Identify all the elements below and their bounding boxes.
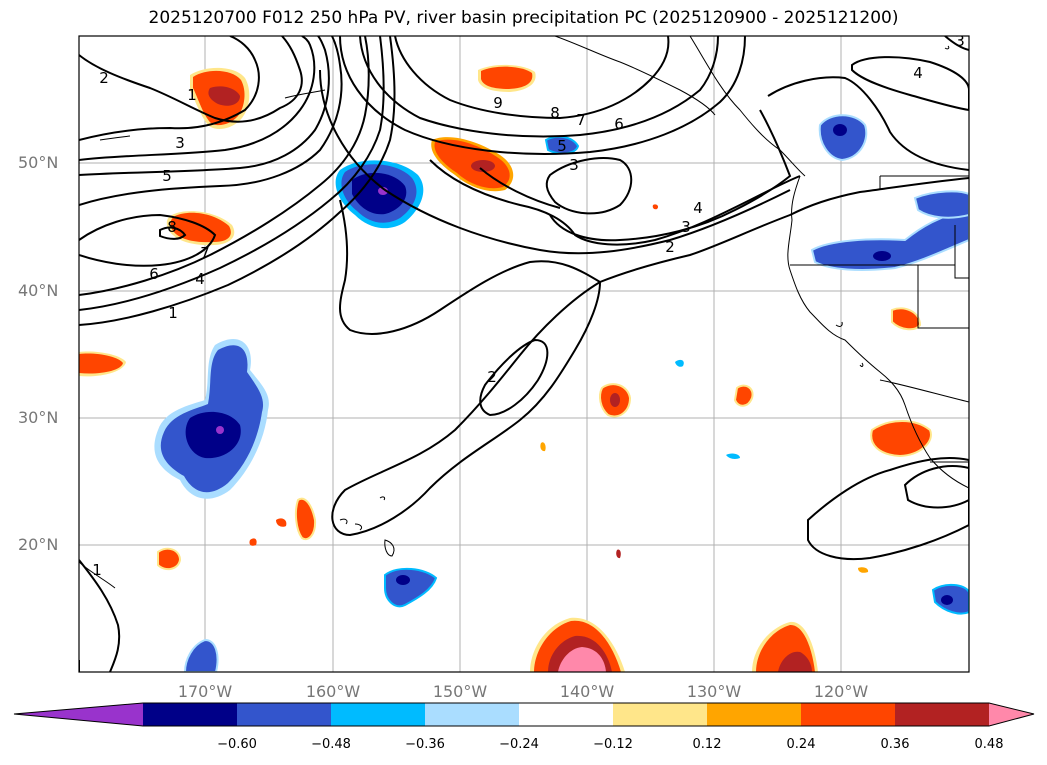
contour-label: 6	[614, 115, 624, 133]
longitude-label: 150°W	[432, 682, 488, 701]
colorbar-tick-label: 0.12	[692, 737, 722, 752]
colorbar-segment	[895, 703, 990, 726]
longitude-label: 130°W	[686, 682, 742, 701]
colorbar-tick-label: 0.36	[880, 737, 910, 752]
contour-label: 6	[149, 265, 159, 283]
contour-label: 5	[162, 167, 172, 185]
map-frame	[78, 35, 970, 673]
contour-label: 5	[557, 137, 567, 155]
contour-label: 4	[195, 270, 205, 288]
contour-label: 1	[168, 304, 178, 322]
contour-label: 3	[681, 218, 691, 236]
contour-label: 3	[175, 134, 185, 152]
map-title: 2025120700 F012 250 hPa PV, river basin …	[148, 8, 899, 28]
contour-label: 1	[187, 86, 197, 104]
contour-label: 4	[693, 199, 703, 217]
colorbar-segment	[237, 703, 332, 726]
longitude-label: 120°W	[813, 682, 869, 701]
contour-label: 8	[550, 104, 560, 122]
latitude-label: 50°N	[18, 153, 59, 172]
contour-label: 8	[167, 218, 177, 236]
colorbar-tick-label: 0.48	[974, 737, 1004, 752]
colorbar-segment	[331, 703, 426, 726]
colorbar-tick-label: −0.48	[311, 737, 351, 752]
contour-label: 3	[569, 156, 579, 174]
longitude-label: 140°W	[559, 682, 615, 701]
contour-label: 2	[99, 69, 109, 87]
latitude-label: 40°N	[18, 281, 59, 300]
colorbar-segment	[425, 703, 520, 726]
colorbar-segment	[801, 703, 896, 726]
colorbar-tick-label: −0.12	[593, 737, 633, 752]
pv-contours	[79, 36, 969, 672]
contour-label: 1	[92, 561, 102, 579]
longitude-label: 170°W	[177, 682, 233, 701]
colorbar-segment	[613, 703, 708, 726]
colorbar-segment	[143, 703, 238, 726]
contour-label: 2	[487, 368, 497, 386]
contour-label: 4	[913, 64, 923, 82]
latitude-label: 30°N	[18, 408, 59, 427]
contour-label: 7	[200, 244, 210, 262]
colorbar-extension-high	[989, 703, 1034, 726]
colorbar-tick-label: −0.24	[499, 737, 539, 752]
colorbar-tick-label: 0.24	[786, 737, 816, 752]
contour-label: 9	[493, 94, 503, 112]
colorbar-tick-label: −0.60	[217, 737, 257, 752]
map-panel: 2 1 3 5 8 7 6 4 1 9 8 7 6 5 3 4 3 2 2 4 …	[78, 32, 970, 673]
colorbar-extension-low	[14, 703, 143, 726]
contour-labels: 2 1 3 5 8 7 6 4 1 9 8 7 6 5 3 4 3 2 2 4 …	[92, 32, 965, 579]
contour-label: 2	[665, 238, 675, 256]
colorbar-segment	[519, 703, 614, 726]
longitude-label: 160°W	[305, 682, 361, 701]
latitude-label: 20°N	[18, 535, 59, 554]
colorbar-outline	[13, 702, 1035, 727]
colorbar-tick-label: −0.36	[405, 737, 445, 752]
contour-label: 3	[955, 32, 965, 50]
coastlines	[79, 36, 969, 589]
colorbar-segment	[707, 703, 802, 726]
contour-label: 7	[576, 111, 586, 129]
